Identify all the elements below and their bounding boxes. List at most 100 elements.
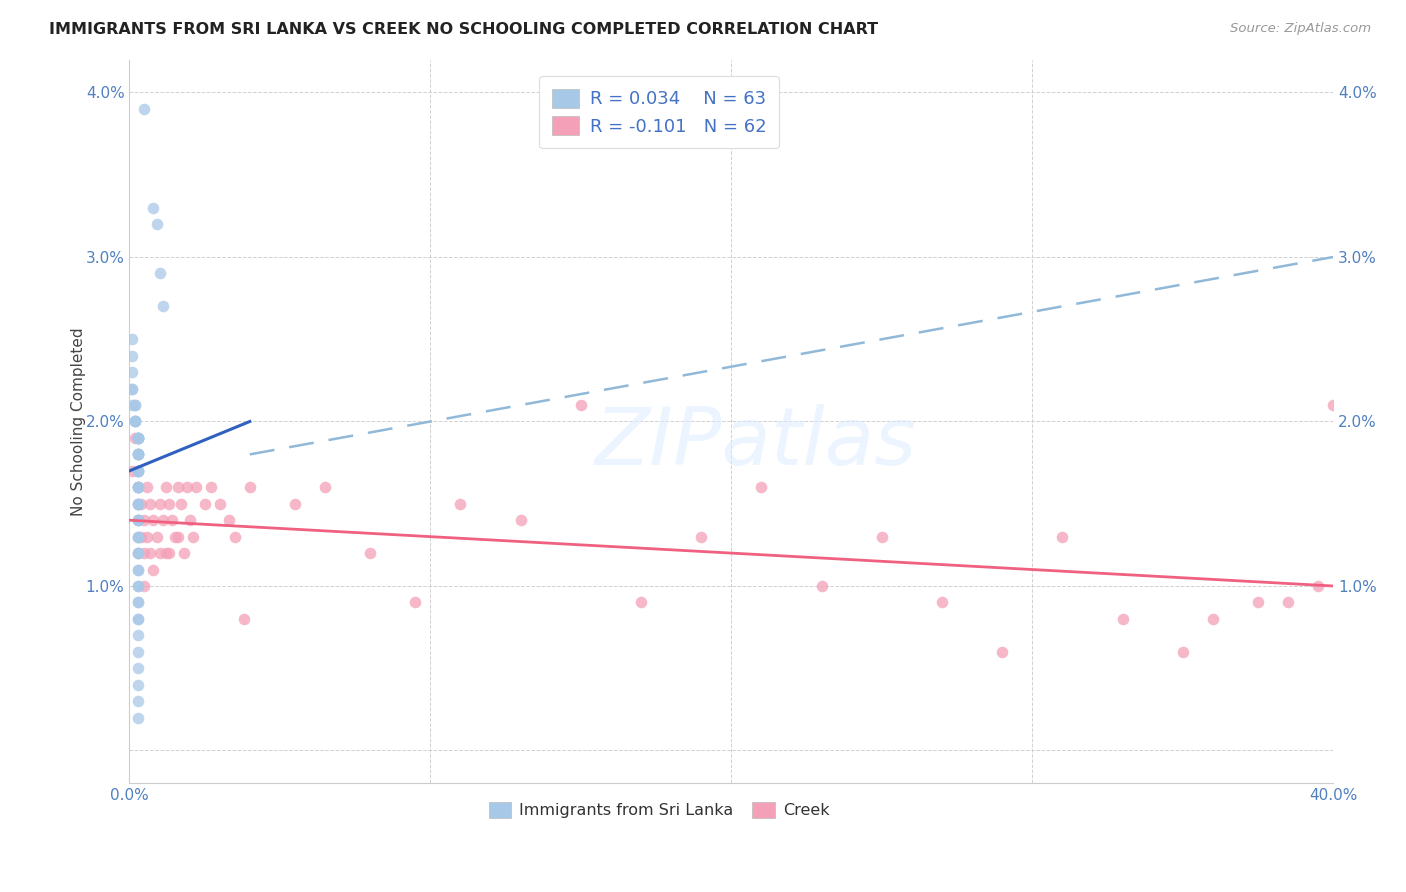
Point (127, 694, 149, 708)
Point (127, 447, 149, 461)
Point (139, 497, 162, 511)
Point (157, 546, 180, 560)
Point (127, 447, 149, 461)
Point (127, 579, 149, 593)
Point (127, 661, 149, 675)
Point (127, 497, 149, 511)
Text: IMMIGRANTS FROM SRI LANKA VS CREEK NO SCHOOLING COMPLETED CORRELATION CHART: IMMIGRANTS FROM SRI LANKA VS CREEK NO SC… (49, 22, 879, 37)
Point (127, 431, 149, 445)
Point (155, 480, 177, 494)
Point (1322, 398, 1344, 412)
Point (127, 530, 149, 544)
Point (163, 530, 186, 544)
Point (870, 530, 893, 544)
Point (1171, 645, 1194, 659)
Point (127, 645, 149, 659)
Point (449, 497, 471, 511)
Point (155, 546, 177, 560)
Point (239, 480, 262, 494)
Point (166, 480, 188, 494)
Point (142, 513, 165, 527)
Point (127, 464, 149, 478)
Point (173, 546, 195, 560)
Text: Source: ZipAtlas.com: Source: ZipAtlas.com (1230, 22, 1371, 36)
Point (127, 530, 149, 544)
Point (148, 267, 170, 281)
Point (131, 497, 153, 511)
Point (136, 480, 159, 494)
Point (127, 595, 149, 609)
Legend: Immigrants from Sri Lanka, Creek: Immigrants from Sri Lanka, Creek (481, 794, 838, 826)
Point (194, 497, 217, 511)
Point (127, 497, 149, 511)
Point (127, 497, 149, 511)
Point (1111, 612, 1133, 626)
Point (314, 480, 336, 494)
Point (690, 530, 713, 544)
Point (148, 546, 170, 560)
Point (127, 562, 149, 576)
Point (134, 102, 156, 116)
Point (121, 382, 143, 396)
Point (1277, 595, 1299, 609)
Point (127, 480, 149, 494)
Point (127, 431, 149, 445)
Point (181, 530, 204, 544)
Point (124, 398, 146, 412)
Point (569, 398, 592, 412)
Point (232, 612, 254, 626)
Point (127, 546, 149, 560)
Point (127, 431, 149, 445)
Point (127, 562, 149, 576)
Point (124, 415, 146, 429)
Point (124, 398, 146, 412)
Point (127, 579, 149, 593)
Point (509, 513, 531, 527)
Point (404, 595, 426, 609)
Point (127, 480, 149, 494)
Point (145, 530, 167, 544)
Point (124, 431, 146, 445)
Point (152, 299, 174, 313)
Point (127, 431, 149, 445)
Point (751, 480, 773, 494)
Point (166, 530, 188, 544)
Point (124, 415, 146, 429)
Point (124, 415, 146, 429)
Point (127, 628, 149, 642)
Point (134, 546, 156, 560)
Point (127, 464, 149, 478)
Point (127, 431, 149, 445)
Point (284, 497, 307, 511)
Point (991, 645, 1014, 659)
Point (157, 497, 180, 511)
Point (218, 513, 240, 527)
Point (142, 201, 165, 215)
Point (127, 464, 149, 478)
Point (208, 497, 231, 511)
Point (127, 530, 149, 544)
Point (127, 447, 149, 461)
Point (810, 579, 832, 593)
Point (121, 349, 143, 363)
Point (1052, 530, 1074, 544)
Point (179, 513, 201, 527)
Point (127, 546, 149, 560)
Point (124, 415, 146, 429)
Point (148, 497, 170, 511)
Point (931, 595, 953, 609)
Point (1308, 579, 1330, 593)
Point (359, 546, 381, 560)
Point (127, 678, 149, 692)
Point (121, 464, 143, 478)
Point (127, 431, 149, 445)
Text: ZIPatlas: ZIPatlas (595, 404, 917, 483)
Point (127, 595, 149, 609)
Point (134, 513, 156, 527)
Y-axis label: No Schooling Completed: No Schooling Completed (72, 327, 86, 516)
Point (152, 513, 174, 527)
Point (134, 579, 156, 593)
Point (127, 447, 149, 461)
Point (1247, 595, 1270, 609)
Point (136, 530, 159, 544)
